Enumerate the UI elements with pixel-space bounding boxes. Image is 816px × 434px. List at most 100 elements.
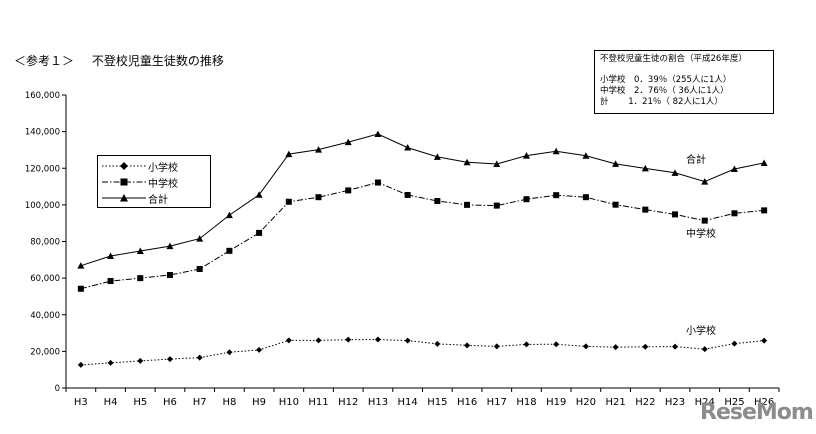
data-point-total bbox=[641, 164, 649, 172]
resemom-watermark: ReseMom bbox=[700, 400, 814, 425]
y-tick-label: 60,000 bbox=[30, 274, 60, 284]
data-point-junior-high bbox=[256, 229, 263, 236]
legend-item-junior-high: 中学校 bbox=[98, 174, 210, 190]
x-tick-label: H25 bbox=[724, 397, 744, 408]
data-point-total bbox=[196, 235, 204, 242]
data-point-elementary bbox=[701, 346, 708, 353]
x-tick-label: H11 bbox=[308, 397, 328, 408]
x-tick-label: H13 bbox=[368, 397, 388, 408]
chart-header: ＜参考１＞ 不登校児童生徒数の推移 bbox=[14, 52, 238, 69]
data-point-junior-high bbox=[315, 194, 322, 201]
legend-label-total: 合計 bbox=[148, 195, 168, 206]
data-point-junior-high bbox=[285, 198, 292, 205]
x-tick-label: H22 bbox=[635, 397, 655, 408]
data-point-total bbox=[522, 152, 530, 159]
data-point-junior-high bbox=[374, 179, 381, 186]
data-point-junior-high bbox=[612, 201, 619, 208]
x-tick-label: H5 bbox=[133, 397, 147, 408]
y-tick-label: 120,000 bbox=[25, 164, 60, 174]
data-point-junior-high bbox=[582, 194, 589, 201]
y-tick-label: 140,000 bbox=[25, 128, 60, 138]
data-point-total bbox=[374, 130, 382, 138]
ratio-info-box: 不登校児童生徒の割合（平成26年度） 小学校 0．39％（255人に1人） 中学… bbox=[594, 50, 774, 114]
chart-legend: 小学校 中学校 合計 bbox=[97, 155, 211, 208]
x-tick-label: H18 bbox=[516, 397, 536, 408]
data-point-total bbox=[463, 158, 471, 166]
data-point-junior-high bbox=[761, 207, 768, 214]
data-point-junior-high bbox=[464, 201, 471, 208]
data-point-total bbox=[760, 159, 768, 166]
data-point-junior-high bbox=[404, 191, 411, 198]
data-point-total bbox=[404, 144, 412, 151]
data-point-total bbox=[255, 191, 263, 198]
data-point-total bbox=[612, 160, 620, 167]
y-tick-label: 100,000 bbox=[25, 201, 60, 211]
data-point-total bbox=[493, 160, 501, 168]
data-point-elementary bbox=[761, 337, 768, 344]
x-tick-label: H24 bbox=[695, 397, 715, 408]
data-point-total bbox=[552, 147, 560, 155]
x-tick-label: H16 bbox=[457, 397, 477, 408]
data-point-elementary bbox=[345, 336, 352, 343]
data-point-total bbox=[77, 262, 85, 269]
series-line-1 bbox=[80, 181, 765, 290]
data-point-total bbox=[671, 169, 679, 176]
legend-item-total: 合計 bbox=[98, 190, 210, 206]
x-tick-label: H9 bbox=[252, 397, 266, 408]
legend-label-junior-high: 中学校 bbox=[148, 179, 178, 190]
data-point-junior-high bbox=[434, 198, 441, 205]
data-point-junior-high bbox=[731, 210, 738, 217]
header-label: ＜参考１＞ bbox=[14, 54, 75, 68]
data-point-junior-high bbox=[672, 211, 679, 218]
data-point-elementary bbox=[582, 343, 589, 350]
y-tick-label: 20,000 bbox=[30, 347, 60, 357]
data-point-elementary bbox=[523, 341, 530, 348]
data-point-junior-high bbox=[107, 278, 114, 285]
legend-swatch-total bbox=[102, 194, 146, 202]
data-point-junior-high bbox=[226, 247, 233, 254]
data-point-junior-high bbox=[701, 217, 708, 224]
data-point-elementary bbox=[226, 349, 233, 356]
data-point-elementary bbox=[256, 346, 263, 353]
data-point-total bbox=[136, 247, 144, 255]
x-tick-label: H8 bbox=[222, 397, 236, 408]
data-point-junior-high bbox=[642, 206, 649, 213]
y-tick-label: 160,000 bbox=[25, 91, 60, 101]
chart-title: 不登校児童生徒数の推移 bbox=[91, 54, 224, 68]
x-tick-label: H12 bbox=[338, 397, 358, 408]
data-point-total bbox=[433, 153, 441, 160]
data-point-elementary bbox=[404, 337, 411, 344]
data-point-elementary bbox=[285, 337, 292, 344]
x-tick-label: H17 bbox=[487, 397, 507, 408]
data-point-total bbox=[730, 165, 738, 172]
y-tick-label: 80,000 bbox=[30, 238, 60, 248]
x-tick-label: H21 bbox=[605, 397, 625, 408]
data-point-elementary bbox=[464, 342, 471, 349]
x-tick-label: H3 bbox=[74, 397, 88, 408]
data-point-total bbox=[166, 242, 174, 250]
x-tick-label: H10 bbox=[279, 397, 299, 408]
data-point-total bbox=[225, 211, 233, 219]
data-point-elementary bbox=[493, 343, 500, 350]
x-tick-label: H7 bbox=[193, 397, 207, 408]
info-row-elementary: 小学校 0．39％（255人に1人） bbox=[600, 75, 732, 85]
data-point-elementary bbox=[196, 354, 203, 361]
data-point-elementary bbox=[166, 356, 173, 363]
y-tick-label: 40,000 bbox=[30, 311, 60, 321]
x-tick-label: H23 bbox=[665, 397, 685, 408]
info-row-total: 計 1．21％（ 82人に1人） bbox=[600, 97, 723, 107]
x-tick-label: H4 bbox=[104, 397, 118, 408]
data-point-elementary bbox=[672, 343, 679, 350]
legend-item-elementary: 小学校 bbox=[98, 158, 210, 174]
annotation-elementary: 小学校 bbox=[686, 324, 716, 337]
data-point-elementary bbox=[642, 343, 649, 350]
x-tick-label: H14 bbox=[398, 397, 418, 408]
x-tick-label: H26 bbox=[754, 397, 774, 408]
info-row-junior-high: 中学校 2．76％（ 36人に1人） bbox=[600, 86, 729, 96]
data-point-elementary bbox=[612, 344, 619, 351]
data-point-elementary bbox=[553, 341, 560, 348]
data-point-elementary bbox=[137, 357, 144, 364]
data-point-junior-high bbox=[345, 187, 352, 194]
data-point-elementary bbox=[107, 359, 114, 366]
